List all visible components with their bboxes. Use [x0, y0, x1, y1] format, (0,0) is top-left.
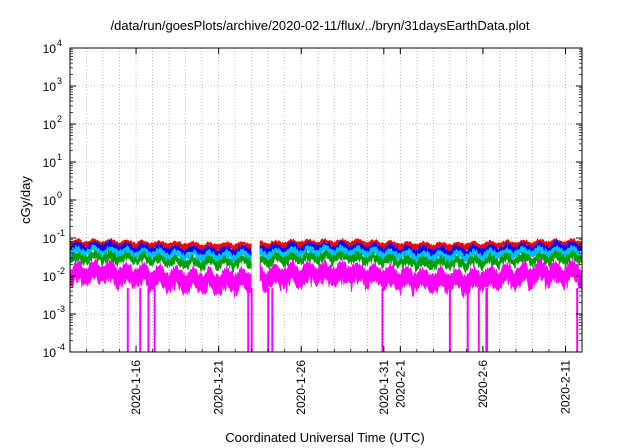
y-tick-label: 10: [43, 118, 57, 132]
grid: [70, 48, 582, 352]
x-axis-label: Coordinated Universal Time (UTC): [225, 430, 424, 445]
series-band: [69, 258, 252, 299]
y-tick-exponent: 2: [57, 114, 62, 124]
x-axis: 2020-1-16 2020-1-21 2020-1-26 2020-1-31 2020…: [86, 48, 572, 415]
y-tick-label: 10: [43, 308, 57, 322]
y-tick-exponent: 4: [57, 38, 62, 48]
series-band: [69, 248, 252, 273]
y-tick-exponent: 0: [57, 190, 62, 200]
x-tick-label: 2020-1-21: [212, 360, 226, 415]
y-tick-label: 10: [43, 156, 57, 170]
x-tick-label: 2020-2-1: [393, 360, 407, 408]
y-tick-label: 10: [43, 194, 57, 208]
series-5: [69, 257, 583, 352]
y-tick-exponent: -1: [57, 228, 65, 238]
chart-title: /data/run/goesPlots/archive/2020-02-11/f…: [111, 18, 530, 33]
y-tick-exponent: 1: [57, 152, 62, 162]
y-axis-label: cGy/day: [18, 176, 33, 224]
x-tick-label: 2020-1-16: [129, 360, 143, 415]
x-tick-label: 2020-2-11: [558, 360, 572, 414]
x-tick-label: 2020-1-31: [377, 360, 391, 415]
y-tick-exponent: -3: [57, 304, 65, 314]
y-tick-exponent: -4: [57, 342, 65, 352]
y-tick-exponent: -2: [57, 266, 65, 276]
y-tick-label: 10: [43, 346, 57, 360]
y-tick-label: 10: [43, 42, 57, 56]
data-series: [69, 237, 583, 352]
x-tick-label: 2020-1-26: [294, 360, 308, 415]
y-tick-exponent: 3: [57, 76, 62, 86]
y-tick-label: 10: [43, 80, 57, 94]
y-tick-label: 10: [43, 270, 57, 284]
y-tick-label: 10: [43, 232, 57, 246]
x-tick-label: 2020-2-6: [476, 360, 490, 408]
